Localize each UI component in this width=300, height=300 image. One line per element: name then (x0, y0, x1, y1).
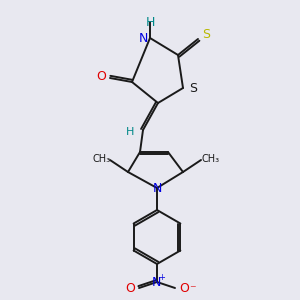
Text: N: N (152, 182, 162, 196)
Text: O: O (125, 281, 135, 295)
Text: S: S (189, 82, 197, 95)
Text: O: O (96, 70, 106, 83)
Text: +: + (159, 272, 165, 281)
Text: CH₃: CH₃ (202, 154, 220, 164)
Text: ⁻: ⁻ (189, 284, 195, 296)
Text: O: O (179, 281, 189, 295)
Text: S: S (202, 28, 210, 41)
Text: CH₃: CH₃ (93, 154, 111, 164)
Text: N: N (138, 32, 148, 46)
Text: H: H (145, 16, 155, 28)
Text: H: H (126, 127, 134, 137)
Text: N: N (151, 275, 161, 289)
